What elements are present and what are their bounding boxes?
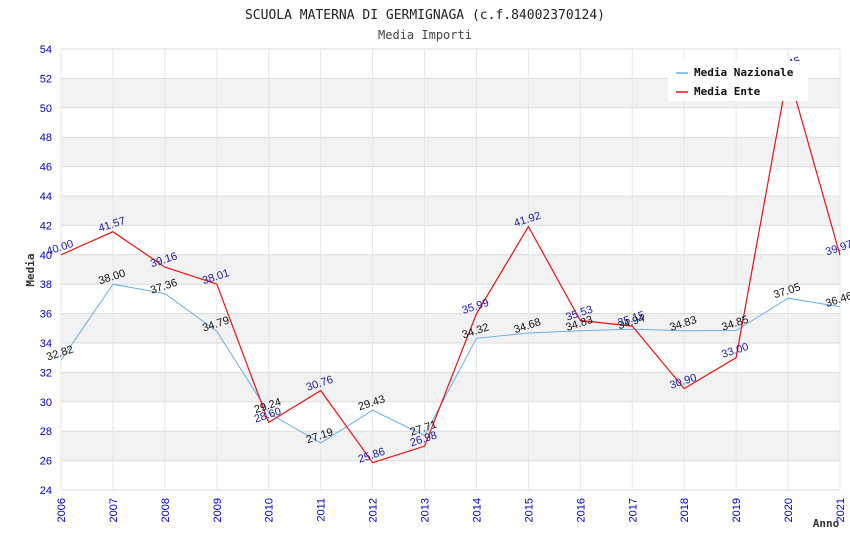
- series-lines: [60, 71, 841, 464]
- x-tick-label: 2015: [523, 498, 535, 522]
- y-tick-label: 54: [40, 44, 52, 56]
- grid-band: [61, 137, 840, 167]
- chart-title: SCUOLA MATERNA DI GERMIGNAGA (c.f.840023…: [245, 8, 605, 23]
- legend-box: [668, 61, 808, 101]
- x-tick-label: 2013: [420, 498, 432, 522]
- y-tick-label: 38: [40, 279, 52, 291]
- x-tick-label: 2018: [679, 498, 691, 522]
- grid-bands: [60, 48, 841, 491]
- y-tick-label: 42: [40, 220, 52, 232]
- grid-band: [61, 254, 840, 285]
- y-tick-label: 28: [40, 426, 52, 438]
- x-tick-label: 2008: [160, 498, 172, 522]
- y-tick-label: 34: [40, 338, 52, 350]
- y-axis-ticks: 24 26 28 30 32 34 36 38 40 42 44 46 48 50 52 54: [40, 44, 52, 497]
- y-tick-label: 48: [40, 132, 52, 144]
- x-tick-label: 2019: [731, 498, 743, 522]
- x-tick-label: 2017: [627, 498, 639, 522]
- legend-label-media-nazionale: Media Nazionale: [694, 66, 794, 79]
- y-tick-label: 30: [40, 397, 52, 409]
- grid-band: [61, 431, 840, 461]
- y-tick-label: 52: [40, 73, 52, 85]
- y-tick-label: 26: [40, 456, 52, 468]
- x-tick-label: 2020: [783, 498, 795, 522]
- x-tick-label: 2010: [264, 498, 276, 522]
- y-tick-label: 46: [40, 162, 52, 174]
- x-tick-label: 2006: [56, 498, 68, 522]
- legend: Media Nazionale Media Ente: [668, 61, 808, 101]
- x-axis-ticks: 2006 2007 2008 2009 2010 2011 2012 2013 2014 2015…: [56, 498, 847, 522]
- y-tick-label: 32: [40, 367, 52, 379]
- x-axis-label: Anno: [813, 517, 840, 530]
- series-line-media-nazionale: [60, 283, 841, 444]
- x-tick-label: 2016: [575, 498, 587, 522]
- x-tick-label: 2014: [471, 498, 483, 522]
- x-tick-label: 2007: [108, 498, 120, 522]
- series-line-media-ente: [60, 71, 841, 464]
- y-tick-label: 36: [40, 309, 52, 321]
- grid-band: [61, 313, 840, 343]
- y-tick-label: 44: [40, 191, 52, 203]
- x-tick-label: 2009: [212, 498, 224, 522]
- chart-subtitle: Media Importi: [378, 28, 472, 42]
- y-tick-label: 50: [40, 103, 52, 115]
- grid-band: [61, 196, 840, 226]
- data-label: 36.46: [824, 290, 850, 310]
- y-tick-label: 40: [40, 250, 52, 262]
- legend-label-media-ente: Media Ente: [694, 85, 761, 98]
- x-tick-label: 2021: [835, 498, 847, 522]
- y-axis-label: Media: [24, 253, 37, 286]
- x-tick-label: 2012: [368, 498, 380, 522]
- x-tick-label: 2011: [316, 498, 328, 522]
- y-tick-label: 24: [40, 485, 52, 497]
